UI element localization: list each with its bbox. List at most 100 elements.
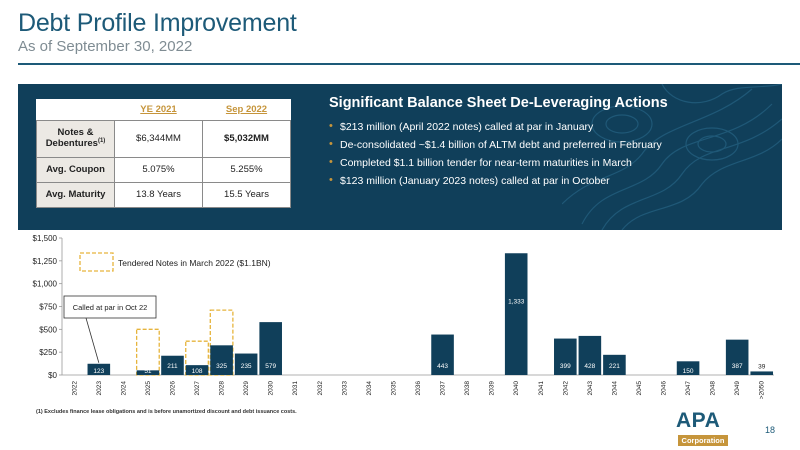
x-tick-label: 2027: [194, 381, 201, 396]
list-item: De-consolidated ~$1.4 billion of ALTM de…: [329, 138, 662, 151]
x-tick-label: 2046: [661, 381, 668, 396]
legend-swatch: [79, 252, 114, 272]
bar-value-label: 443: [437, 363, 448, 370]
bar-value-label: 123: [93, 368, 104, 375]
x-tick-label: 2034: [366, 381, 373, 396]
maturity-bar-chart: $0 $250 $500 $750 $1,000 $1,250 $1,500 2022 123 2…: [33, 234, 774, 400]
y-tick-label: $250: [39, 348, 57, 357]
x-tick-label: 2022: [71, 381, 78, 396]
row-label: Avg. Maturity: [36, 181, 115, 208]
bar-value-label: 387: [732, 363, 743, 370]
apa-logo: APA Corporation: [676, 409, 732, 447]
bar: [259, 322, 282, 375]
y-tick-label: $500: [39, 325, 57, 334]
cell-value: 5.075%: [114, 156, 203, 183]
cell-value: $5,032MM: [202, 119, 291, 158]
x-tick-label: 2025: [145, 381, 152, 396]
x-tick-label: 2035: [390, 381, 397, 396]
bar: [554, 338, 577, 375]
table-row: Notes & Debentures(1) $6,344MM $5,032MM: [36, 119, 291, 158]
bar-value-label: 325: [216, 363, 227, 370]
x-tick-label: 2029: [243, 381, 250, 396]
x-tick-label: 2044: [611, 381, 618, 396]
x-tick-label: 2026: [169, 381, 176, 396]
bar: [210, 345, 233, 375]
x-tick-label: 2041: [538, 381, 545, 396]
page-subtitle: As of September 30, 2022: [18, 38, 193, 55]
annotation-box: [63, 295, 157, 319]
bar: [504, 253, 528, 375]
row-label: Avg. Coupon: [36, 156, 115, 183]
table-corner: [36, 99, 115, 120]
cell-value: 15.5 Years: [202, 181, 291, 208]
x-tick-label: 2039: [489, 381, 496, 396]
page-title: Debt Profile Improvement: [18, 9, 297, 37]
bar-value-label: 211: [167, 363, 178, 370]
logo-subtext: Corporation: [678, 435, 728, 446]
list-item: Completed $1.1 billion tender for near-t…: [329, 156, 662, 169]
actions-title: Significant Balance Sheet De-Leveraging …: [329, 95, 668, 111]
bar: [234, 353, 258, 375]
x-tick-label: 2049: [734, 381, 741, 396]
x-tick-label: 2047: [685, 381, 692, 396]
table-row: Avg. Maturity 13.8 Years 15.5 Years: [36, 181, 291, 208]
bar-value-label: 108: [192, 368, 203, 375]
table-row: Avg. Coupon 5.075% 5.255%: [36, 156, 291, 183]
x-tick-label: 2042: [562, 381, 569, 396]
bar-value-label: 39: [758, 363, 766, 370]
title-divider: [18, 63, 800, 65]
y-tick-label: $0: [48, 371, 57, 380]
y-tick-label: $750: [39, 303, 57, 312]
column-header-sep2022: Sep 2022: [202, 99, 291, 121]
x-tick-label: 2031: [292, 381, 299, 396]
y-tick-label: $1,250: [33, 257, 58, 266]
bar-value-label: 399: [560, 363, 571, 370]
bar: [185, 365, 209, 375]
row-label: Notes & Debentures(1): [36, 119, 115, 158]
x-tick-label: 2032: [317, 381, 324, 396]
bar: [676, 361, 700, 375]
x-tick-label: 2048: [710, 381, 717, 396]
bar: [578, 335, 602, 375]
bar: [725, 339, 749, 375]
x-tick-label: 2038: [464, 381, 471, 396]
x-tick-label: 2023: [96, 381, 103, 396]
bar-value-label: 1,333: [508, 298, 525, 305]
bar: [136, 370, 160, 375]
bar-value-label: 235: [241, 363, 252, 370]
bar: [750, 371, 774, 375]
bar: [431, 334, 454, 375]
list-item: $123 million (January 2023 notes) called…: [329, 174, 662, 187]
y-tick-label: $1,500: [33, 234, 58, 243]
logo-wordmark: APA: [676, 409, 721, 432]
x-tick-label: 2040: [513, 381, 520, 396]
bar-value-label: 51: [144, 368, 152, 375]
x-tick-label: 2028: [219, 381, 226, 396]
column-header-ye2021: YE 2021: [114, 99, 203, 121]
bar-value-label: 579: [265, 363, 276, 370]
cell-value: $6,344MM: [114, 119, 203, 158]
bar-value-label: 221: [609, 363, 620, 370]
x-tick-label: 2030: [268, 381, 275, 396]
x-tick-label: >2050: [759, 381, 766, 400]
cell-value: 13.8 Years: [114, 181, 203, 208]
list-item: $213 million (April 2022 notes) called a…: [329, 120, 662, 133]
x-tick-label: 2045: [636, 381, 643, 396]
x-tick-label: 2033: [341, 381, 348, 396]
y-tick-label: $1,000: [33, 280, 58, 289]
x-tick-label: 2024: [120, 381, 127, 396]
page-number: 18: [765, 425, 776, 435]
x-tick-label: 2036: [415, 381, 422, 396]
legend-label: Tendered Notes in March 2022 ($1.1BN): [118, 258, 271, 268]
annotation-text: Called at par in Oct 22: [73, 303, 148, 312]
footnote: (1) Excludes finance lease obligations a…: [36, 409, 297, 415]
bar: [603, 354, 626, 375]
cell-value: 5.255%: [202, 156, 291, 183]
bar: [87, 363, 111, 375]
debt-stats-table: YE 2021 Sep 2022 Notes & Debentures(1) $…: [36, 99, 291, 208]
bar-value-label: 428: [584, 363, 595, 370]
bar: [161, 355, 184, 375]
actions-list: $213 million (April 2022 notes) called a…: [329, 120, 662, 193]
bar-value-label: 150: [683, 368, 694, 375]
x-tick-label: 2043: [587, 381, 594, 396]
